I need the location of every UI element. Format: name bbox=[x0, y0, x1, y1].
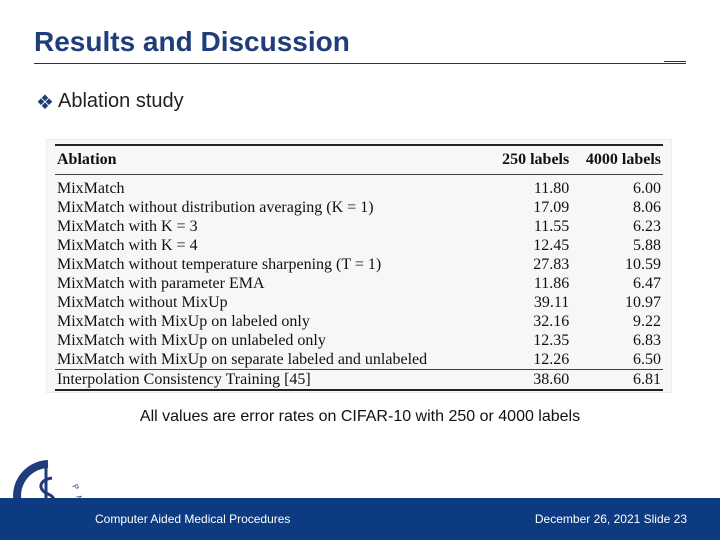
error-4000-cell: 8.06 bbox=[633, 199, 661, 216]
title-divider-tick bbox=[664, 61, 686, 62]
error-4000-cell: 10.97 bbox=[625, 294, 661, 311]
error-250-cell: 39.11 bbox=[533, 294, 570, 311]
ablation-table: Ablation 250 labels 4000 labels MixMatch… bbox=[55, 144, 663, 391]
table-row: MixMatch with MixUp on unlabeled only 12.… bbox=[55, 331, 663, 350]
header-ablation: Ablation bbox=[57, 151, 117, 168]
error-4000-cell: 9.22 bbox=[633, 313, 661, 330]
table-row: MixMatch without temperature sharpening … bbox=[55, 255, 663, 274]
ablation-name-cell: MixMatch without distribution averaging … bbox=[57, 199, 374, 216]
error-250-cell: 11.80 bbox=[533, 180, 570, 197]
ablation-name-cell: MixMatch with MixUp on separate labeled … bbox=[57, 351, 428, 368]
table-row: MixMatch without MixUp 39.11 10.97 bbox=[55, 293, 663, 312]
table-row: MixMatch without distribution averaging … bbox=[55, 198, 663, 217]
ablation-name-cell: MixMatch with MixUp on unlabeled only bbox=[57, 332, 326, 349]
ablation-name-cell: MixMatch without temperature sharpening … bbox=[57, 256, 382, 273]
error-250-cell: 11.86 bbox=[533, 275, 570, 292]
header-4000-labels: 4000 labels bbox=[585, 151, 661, 168]
error-4000-cell: 6.81 bbox=[633, 371, 661, 388]
table-row: Interpolation Consistency Training [45] 3… bbox=[55, 369, 663, 390]
table-header-row: Ablation 250 labels 4000 labels bbox=[55, 145, 663, 175]
table-row: MixMatch with K = 4 12.45 5.88 bbox=[55, 236, 663, 255]
error-4000-cell: 5.88 bbox=[633, 237, 661, 254]
title-divider bbox=[34, 63, 686, 64]
bullet-text: Ablation study bbox=[58, 90, 184, 112]
error-4000-cell: 6.47 bbox=[633, 275, 661, 292]
error-4000-cell: 6.50 bbox=[633, 351, 661, 368]
diamond-bullet-icon: ❖ bbox=[36, 92, 54, 114]
error-250-cell: 11.55 bbox=[533, 218, 570, 235]
slide-caption: All values are error rates on CIFAR-10 w… bbox=[139, 408, 581, 425]
error-250-cell: 32.16 bbox=[533, 313, 570, 330]
table-row: MixMatch 11.80 6.00 bbox=[55, 175, 663, 199]
ablation-name-cell: Interpolation Consistency Training [45] bbox=[57, 371, 311, 388]
ablation-name-cell: MixMatch with MixUp on labeled only bbox=[57, 313, 310, 330]
error-4000-cell: 6.00 bbox=[633, 180, 661, 197]
error-250-cell: 12.35 bbox=[533, 332, 570, 349]
error-4000-cell: 10.59 bbox=[625, 256, 661, 273]
ablation-name-cell: MixMatch bbox=[57, 180, 125, 197]
ablation-name-cell: MixMatch with parameter EMA bbox=[57, 275, 265, 292]
ablation-name-cell: MixMatch with K = 3 bbox=[57, 218, 198, 235]
error-250-cell: 27.83 bbox=[533, 256, 570, 273]
footer-date-slide: December 26, 2021 Slide 23 bbox=[534, 512, 687, 526]
svg-text:P: P bbox=[70, 483, 80, 492]
error-250-cell: 17.09 bbox=[533, 199, 570, 216]
slide-footer: Computer Aided Medical Procedures Decemb… bbox=[0, 498, 720, 540]
table-row: MixMatch with MixUp on separate labeled … bbox=[55, 350, 663, 370]
table-row: MixMatch with MixUp on labeled only 32.16… bbox=[55, 312, 663, 331]
footer-institution: Computer Aided Medical Procedures bbox=[95, 512, 291, 526]
error-4000-cell: 6.83 bbox=[633, 332, 661, 349]
table-row: MixMatch with parameter EMA 11.86 6.47 bbox=[55, 274, 663, 293]
ablation-name-cell: MixMatch without MixUp bbox=[57, 294, 228, 311]
error-250-cell: 12.45 bbox=[533, 237, 570, 254]
table-row: MixMatch with K = 3 11.55 6.23 bbox=[55, 217, 663, 236]
ablation-name-cell: MixMatch with K = 4 bbox=[57, 237, 198, 254]
error-4000-cell: 6.23 bbox=[633, 218, 661, 235]
header-250-labels: 250 labels bbox=[502, 151, 570, 168]
error-250-cell: 12.26 bbox=[533, 351, 570, 368]
ablation-table-image: Ablation 250 labels 4000 labels MixMatch… bbox=[47, 140, 671, 392]
error-250-cell: 38.60 bbox=[533, 371, 570, 388]
slide-title: Results and Discussion bbox=[34, 26, 350, 57]
